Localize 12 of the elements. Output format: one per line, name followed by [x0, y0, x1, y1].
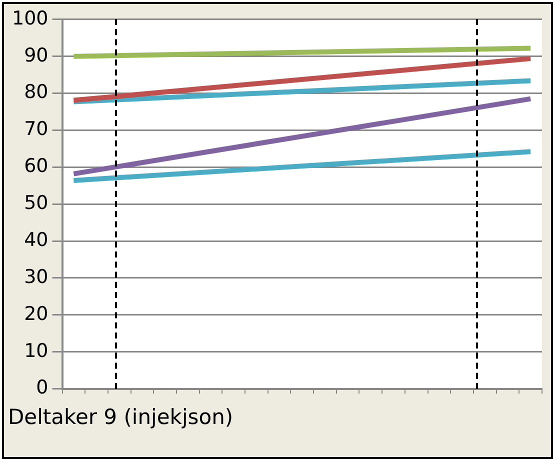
y-tick-label: 80 — [24, 81, 48, 104]
y-tick-label: 50 — [24, 192, 48, 214]
y-tick-label: 0 — [36, 376, 48, 399]
y-tick-label: 60 — [24, 155, 48, 178]
y-tick-label: 70 — [24, 118, 48, 140]
y-tick-label: 10 — [24, 340, 48, 362]
y-tick-label: 40 — [24, 228, 48, 251]
y-tick-label: 30 — [24, 266, 48, 288]
text: Deltaker 9 (injekjson) — [8, 404, 234, 429]
y-tick-label: 100 — [12, 7, 48, 30]
y-tick-label: 90 — [24, 44, 48, 66]
y-tick-label: 20 — [24, 302, 48, 325]
